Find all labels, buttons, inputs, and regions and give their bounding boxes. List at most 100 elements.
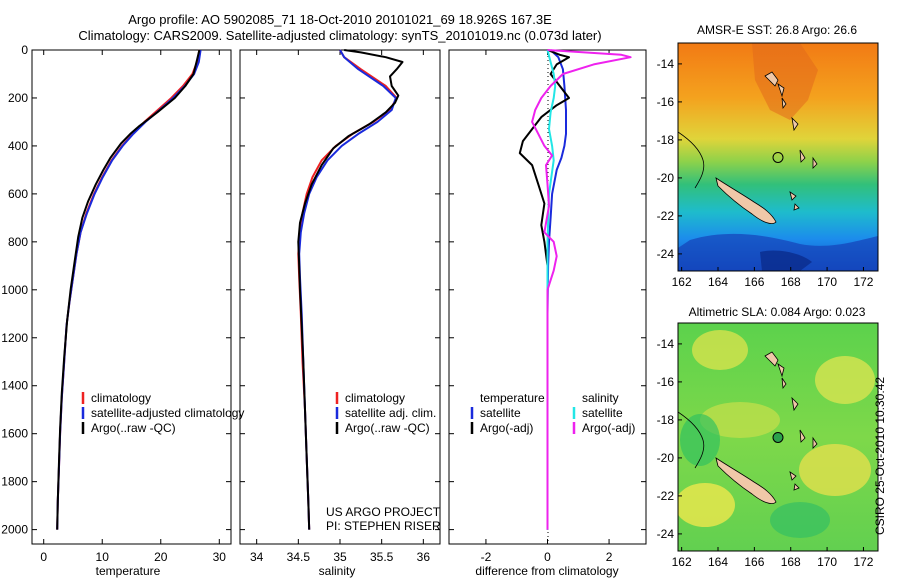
figure-title: Argo profile: AO 5902085_71 18-Oct-2010 …	[128, 12, 552, 27]
legend-label-climatology: climatology	[345, 391, 405, 405]
sla-float-position-marker	[772, 431, 784, 443]
legend-label-argo: Argo(..raw -QC)	[91, 421, 176, 435]
sla-high-anomaly	[815, 356, 875, 404]
series-line-climatology	[297, 49, 398, 530]
lon-tick-label: 166	[744, 555, 764, 569]
lon-tick-label: 168	[781, 555, 801, 569]
vanuatu-islands	[764, 71, 818, 169]
x-tick-label: 2	[606, 550, 613, 564]
difference-panel: -2 0 2 difference from climatology tempera…	[448, 49, 647, 578]
loyalty-islands	[789, 471, 800, 491]
lon-tick-label: 164	[708, 275, 728, 289]
legend-label-climatology: climatology	[91, 391, 151, 405]
sla-map: Altimetric SLA: 0.084 Argo: 0.023 162 164…	[657, 305, 879, 569]
x-tick-label: 35.5	[370, 550, 394, 564]
lon-tick-label: 172	[853, 555, 873, 569]
sst-map-title: AMSR-E SST: 26.8 Argo: 26.6	[697, 23, 857, 37]
series-line-argo-raw-qc-	[56, 49, 201, 530]
sla-high-anomaly	[700, 402, 780, 438]
lat-tick-label: -22	[657, 209, 675, 223]
y-tick-label: 1400	[1, 379, 28, 393]
x-tick-label: 0	[544, 550, 551, 564]
y-tick-label: 800	[8, 235, 28, 249]
figure-subtitle: Climatology: CARS2009. Satellite-adjuste…	[78, 28, 602, 43]
series-line-temperature-argo-adj-	[518, 49, 570, 530]
new-caledonia-island	[715, 177, 777, 224]
sla-high-anomaly	[799, 444, 871, 496]
x-tick-label: 35	[333, 550, 347, 564]
vanuatu-islands	[764, 351, 818, 449]
sst-cold-core	[760, 250, 812, 271]
series-line-argo-raw-qc-	[297, 49, 404, 530]
temperature-axes-frame	[31, 49, 232, 545]
x-tick-label: -2	[481, 550, 492, 564]
sla-low-anomaly	[770, 502, 830, 538]
difference-xlabel: difference from climatology	[475, 564, 618, 578]
lat-tick-label: -20	[657, 451, 675, 465]
difference-legend: temperature salinity satellite Argo(-adj…	[470, 391, 635, 435]
lon-tick-label: 168	[781, 275, 801, 289]
series-line-satellite-adj-clim-	[298, 49, 397, 530]
sst-map-ticks: 162 164 166 168 170 172 -14 -16 -18 -20 -22 -24	[657, 57, 874, 289]
project-credit: US ARGO PROJECT	[326, 505, 441, 519]
lon-tick-label: 170	[817, 555, 837, 569]
legend-heading-temperature: temperature	[480, 391, 545, 405]
legend-label-sal-argo: Argo(-adj)	[582, 421, 635, 435]
lat-tick-label: -18	[657, 413, 675, 427]
salinity-xlabel: salinity	[319, 564, 356, 578]
x-tick-label: 10	[96, 550, 110, 564]
new-caledonia-island	[715, 457, 777, 504]
sla-map-title: Altimetric SLA: 0.084 Argo: 0.023	[689, 305, 866, 319]
legend-heading-salinity: salinity	[582, 391, 619, 405]
lon-tick-label: 170	[817, 275, 837, 289]
legend-label-sal-satellite: satellite	[582, 406, 623, 420]
sst-float-position-marker	[772, 151, 784, 163]
temperature-xlabel: temperature	[96, 564, 161, 578]
x-tick-label: 36	[417, 550, 431, 564]
y-tick-label: 0	[21, 43, 28, 57]
difference-series	[518, 49, 632, 530]
side-timestamp: CSIRO 25-Oct-2010 10:30:42	[873, 376, 887, 536]
temperature-ticks: 0 10 20 30 0 200 400 600 800 1000 1200 1400 1600 1800…	[1, 43, 231, 564]
sst-map-frame	[677, 42, 879, 272]
temperature-legend: climatology satellite-adjusted climatolo…	[81, 391, 244, 435]
legend-label-temp-satellite: satellite	[480, 406, 521, 420]
lon-tick-label: 162	[672, 555, 692, 569]
island-outline	[678, 131, 705, 189]
sst-map: AMSR-E SST: 26.8 Argo: 26.6 162 164 166 168…	[657, 23, 879, 289]
lat-tick-label: -20	[657, 171, 675, 185]
pi-credit: PI: STEPHEN RISER	[326, 519, 441, 533]
temperature-series	[56, 49, 202, 530]
sla-high-anomaly	[678, 483, 735, 527]
legend-label-satellite: satellite-adjusted climatology	[91, 406, 244, 420]
y-tick-label: 400	[8, 139, 28, 153]
sst-warm-patch	[752, 43, 818, 120]
y-tick-label: 1200	[1, 331, 28, 345]
salinity-axes-frame	[239, 49, 441, 545]
y-tick-label: 2000	[1, 523, 28, 537]
series-line-salinity-argo-adj-	[531, 49, 632, 530]
lon-tick-label: 172	[853, 275, 873, 289]
legend-label-argo: Argo(..raw -QC)	[345, 421, 430, 435]
sla-map-ticks: 162 164 166 168 170 172 -14 -16 -18 -20 -22 -24	[657, 337, 874, 569]
y-tick-label: 1000	[1, 283, 28, 297]
x-tick-label: 0	[40, 550, 47, 564]
lon-tick-label: 166	[744, 275, 764, 289]
sla-map-frame	[677, 322, 879, 552]
lat-tick-label: -24	[657, 247, 675, 261]
y-tick-label: 200	[8, 91, 28, 105]
lon-tick-label: 164	[708, 555, 728, 569]
y-tick-label: 600	[8, 187, 28, 201]
x-tick-label: 34.5	[287, 550, 311, 564]
series-line-satellite-adjusted-climatology	[56, 49, 202, 530]
legend-label-temp-argo: Argo(-adj)	[480, 421, 533, 435]
lat-tick-label: -16	[657, 95, 675, 109]
loyalty-islands	[789, 191, 800, 211]
y-tick-label: 1600	[1, 427, 28, 441]
lon-tick-label: 162	[672, 275, 692, 289]
lat-tick-label: -22	[657, 489, 675, 503]
x-tick-label: 30	[213, 550, 227, 564]
lat-tick-label: -16	[657, 375, 675, 389]
lat-tick-label: -14	[657, 337, 675, 351]
